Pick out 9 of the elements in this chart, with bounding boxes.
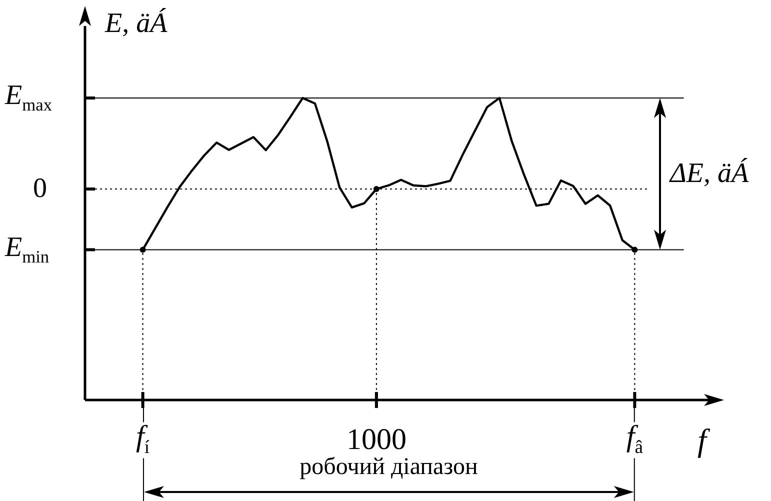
x-tick-label: f$_{í}$ xyxy=(136,420,150,458)
x-tick-label: f$_{â}$ xyxy=(626,420,643,458)
text: ΔE, äÁ xyxy=(670,158,749,189)
x-tick-label: 1000 xyxy=(346,423,406,456)
y-axis-title: E, äÁ xyxy=(105,8,168,39)
ref-line-label: 0 xyxy=(33,173,47,204)
text: робочий діапазон xyxy=(300,454,478,480)
ref-line-label: E$_{max}$ xyxy=(5,80,52,115)
ref-line-label: E$_{min}$ xyxy=(5,232,50,266)
